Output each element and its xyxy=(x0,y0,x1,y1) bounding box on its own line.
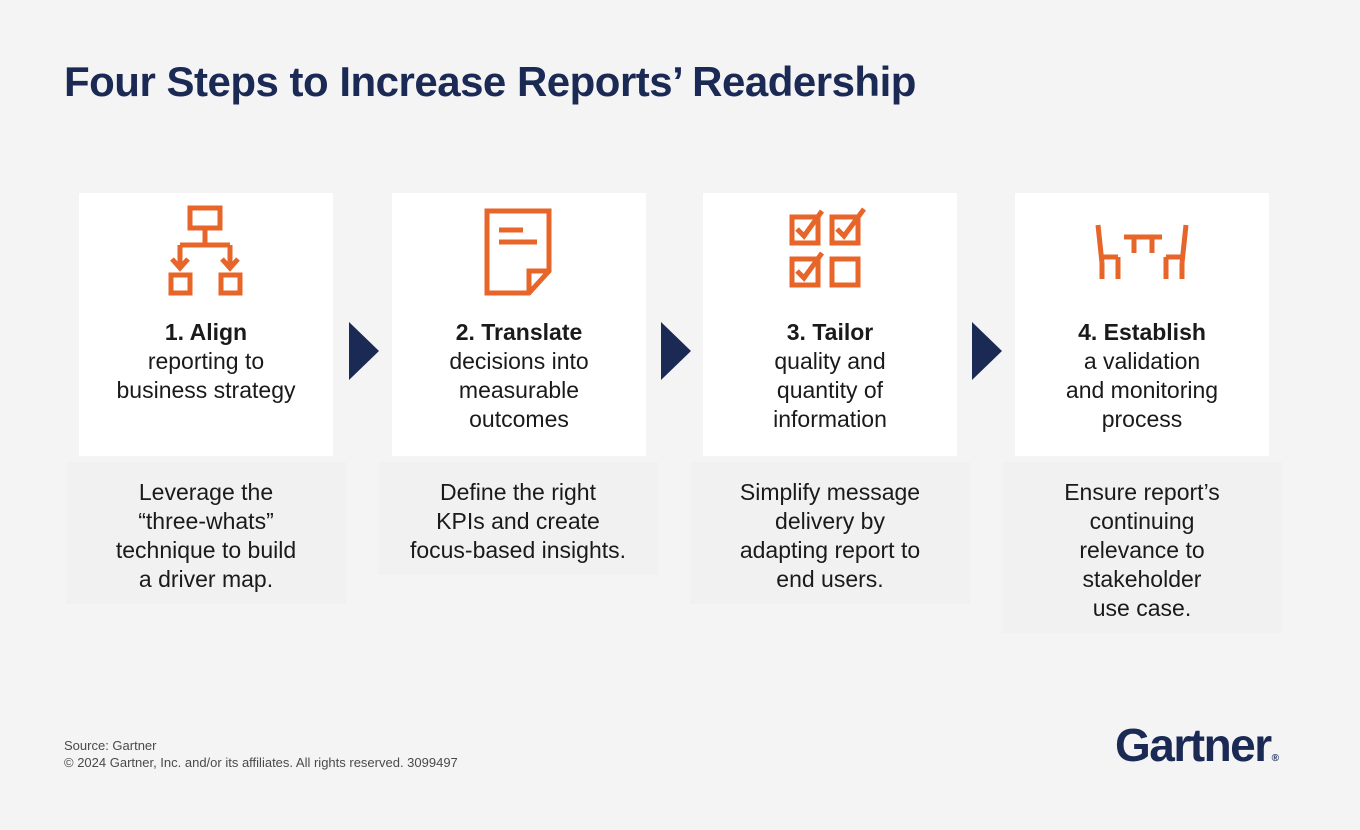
step-card-4: 4. Establish a validation and monitoring… xyxy=(1015,193,1269,456)
step-description-4: Ensure report’s continuing relevance to … xyxy=(1002,462,1282,633)
step-subtitle-line: measurable xyxy=(458,377,580,403)
step-subtitle-line: quality and xyxy=(774,348,886,374)
step-card-3: 3. Tailor quality and quantity of inform… xyxy=(703,193,957,456)
step-description-1: Leverage the “three-whats” technique to … xyxy=(66,462,346,604)
description-line: Define the right xyxy=(440,479,596,505)
description-line: “three-whats” xyxy=(138,508,274,534)
step-card-2: 2. Translate decisions into measurable o… xyxy=(392,193,646,456)
step-subtitle-line: decisions into xyxy=(449,348,589,374)
step-description-3: Simplify message delivery by adapting re… xyxy=(690,462,970,604)
description-line: delivery by xyxy=(775,508,885,534)
document-icon xyxy=(392,205,646,305)
step-heading-block: 3. Tailor quality and quantity of inform… xyxy=(703,318,957,434)
description-line: end users. xyxy=(776,566,884,592)
description-line: a driver map. xyxy=(138,566,274,592)
step-heading-block: 2. Translate decisions into measurable o… xyxy=(392,318,646,434)
gartner-logo: Gartner® xyxy=(1115,718,1279,772)
step-subtitle-line: information xyxy=(773,406,887,432)
description-line: continuing xyxy=(1089,508,1195,534)
table-chairs-icon xyxy=(1015,205,1269,305)
logo-text: Gartner xyxy=(1115,719,1272,771)
step-heading-block: 1. Align reporting to business strategy xyxy=(79,318,333,405)
chevron-right-icon xyxy=(661,322,691,380)
description-line: relevance to xyxy=(1079,537,1205,563)
step-description-2: Define the right KPIs and create focus-b… xyxy=(378,462,658,575)
chevron-right-icon xyxy=(972,322,1002,380)
chevron-right-icon xyxy=(349,322,379,380)
step-subtitle-line: reporting to xyxy=(147,348,265,374)
footer: Source: Gartner © 2024 Gartner, Inc. and… xyxy=(64,737,458,771)
step-card-1: 1. Align reporting to business strategy xyxy=(79,193,333,456)
description-line: stakeholder xyxy=(1082,566,1202,592)
description-line: Ensure report’s xyxy=(1064,479,1220,505)
description-line: adapting report to xyxy=(739,537,921,563)
step-subtitle-line: outcomes xyxy=(469,406,569,432)
step-heading: 4. Establish xyxy=(1078,319,1206,345)
step-heading: 2. Translate xyxy=(455,319,583,345)
step-subtitle-line: business strategy xyxy=(116,377,296,403)
page-title: Four Steps to Increase Reports’ Readersh… xyxy=(64,58,916,105)
description-line: KPIs and create xyxy=(436,508,600,534)
flowchart-icon xyxy=(79,205,333,305)
step-heading: 1. Align xyxy=(164,319,248,345)
step-subtitle-line: and monitoring xyxy=(1065,377,1219,403)
step-subtitle-line: a validation xyxy=(1083,348,1201,374)
description-line: Leverage the xyxy=(138,479,274,505)
description-line: Simplify message xyxy=(739,479,921,505)
description-line: focus-based insights. xyxy=(409,537,627,563)
checklist-grid-icon xyxy=(703,205,957,305)
step-heading: 3. Tailor xyxy=(786,319,874,345)
copyright-note: © 2024 Gartner, Inc. and/or its affiliat… xyxy=(64,755,458,770)
description-line: use case. xyxy=(1092,595,1192,621)
step-subtitle-line: quantity of xyxy=(776,377,884,403)
source-note: Source: Gartner xyxy=(64,738,157,753)
step-heading-block: 4. Establish a validation and monitoring… xyxy=(1015,318,1269,434)
registered-mark: ® xyxy=(1271,753,1280,764)
step-subtitle-line: process xyxy=(1101,406,1183,432)
description-line: technique to build xyxy=(115,537,297,563)
